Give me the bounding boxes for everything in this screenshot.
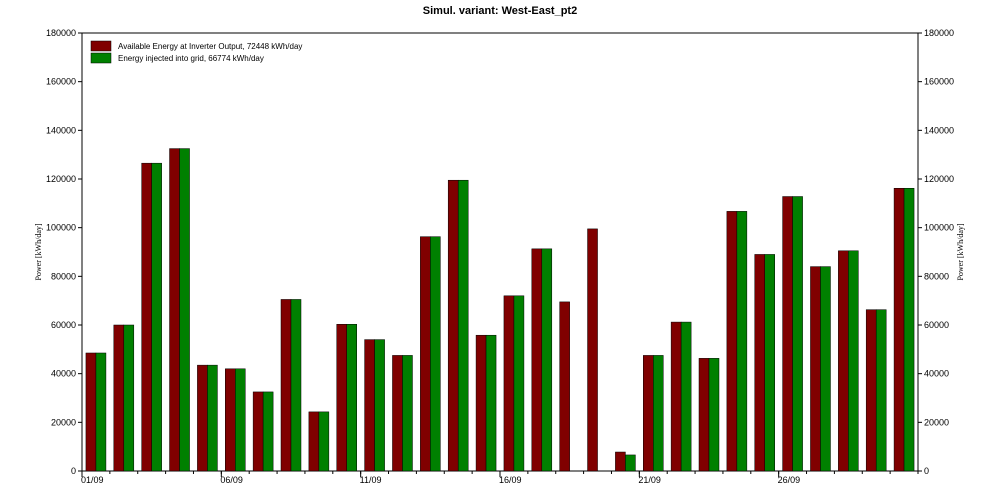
legend-swatch <box>90 52 112 64</box>
bar-energy-injected <box>374 339 385 472</box>
bar-available-energy <box>670 321 682 472</box>
y-tick-label-left: 0 <box>71 466 76 476</box>
bar-energy-injected <box>123 324 135 472</box>
bar-energy-injected <box>653 355 664 472</box>
bar-available-energy <box>475 334 487 472</box>
bar-available-energy <box>559 301 570 472</box>
x-axis: 01/09 06/09 11/09 16/09 21/09 26/09 <box>81 471 919 485</box>
bar-energy-injected <box>318 411 330 472</box>
bar-available-energy <box>308 411 320 472</box>
x-tick-label: 21/09 <box>638 475 661 485</box>
bar-energy-injected <box>290 299 302 472</box>
bar-energy-injected <box>792 196 803 472</box>
bar-available-energy <box>252 391 264 472</box>
y-tick-label-right: 120000 <box>924 174 954 184</box>
bar-energy-injected <box>680 321 692 472</box>
bar-available-energy <box>865 309 877 472</box>
y-axis-title-left: Power [kWh/day] <box>34 223 43 280</box>
y-tick-label-right: 0 <box>924 466 929 476</box>
bar-energy-injected <box>402 355 413 472</box>
y-tick-label-left: 180000 <box>46 28 76 38</box>
x-tick-label: 11/09 <box>360 475 382 485</box>
bar-available-energy <box>838 250 849 472</box>
x-tick-label: 06/09 <box>220 475 243 485</box>
bar-available-energy <box>141 162 152 472</box>
bar-energy-injected <box>820 266 831 472</box>
bar-available-energy <box>643 355 654 472</box>
bar-available-energy <box>280 299 292 472</box>
bar-energy-injected <box>875 309 887 472</box>
bar-available-energy <box>698 358 710 472</box>
bar-available-energy <box>893 187 905 472</box>
x-tick-label: 01/09 <box>81 475 104 485</box>
y-tick-label-left: 140000 <box>46 125 76 135</box>
y-tick-label-left: 20000 <box>51 417 76 427</box>
bar-available-energy <box>364 339 375 472</box>
y-axis-right: 0 20000 40000 60000 80000 100000 120000 140000 1… <box>918 28 954 476</box>
bar-available-energy <box>531 248 543 472</box>
y-axis-title-right: Power [kWh/day] <box>956 223 965 280</box>
y-tick-label-right: 160000 <box>924 77 954 87</box>
bar-energy-injected <box>262 391 274 472</box>
bar-available-energy <box>503 295 515 472</box>
y-tick-label-left: 160000 <box>46 77 76 87</box>
legend: Available Energy at Inverter Output, 724… <box>90 40 302 64</box>
bar-available-energy <box>392 355 403 472</box>
y-tick-label-left: 100000 <box>46 223 76 233</box>
y-tick-label-left: 80000 <box>51 271 76 281</box>
bar-available-energy <box>782 196 793 472</box>
x-tick-label: 26/09 <box>778 475 801 485</box>
legend-swatch <box>90 40 112 52</box>
bar-energy-injected <box>736 211 748 472</box>
bars <box>85 148 915 472</box>
bar-available-energy <box>336 324 347 472</box>
y-tick-label-left: 120000 <box>46 174 76 184</box>
y-tick-label-left: 40000 <box>51 369 76 379</box>
y-tick-label-right: 40000 <box>924 369 949 379</box>
y-tick-label-right: 20000 <box>924 417 949 427</box>
bar-energy-injected <box>903 187 915 472</box>
bar-available-energy <box>754 254 765 472</box>
chart-title: Simul. variant: West-East_pt2 <box>423 5 577 17</box>
legend-entry-label: Energy injected into grid, 66774 kWh/day <box>118 54 264 63</box>
bar-energy-injected <box>235 368 246 472</box>
bar-energy-injected <box>485 334 497 472</box>
bar-energy-injected <box>457 179 469 472</box>
bar-available-energy <box>447 179 459 472</box>
bar-available-energy <box>85 352 97 472</box>
legend-entry-label: Available Energy at Inverter Output, 724… <box>118 42 302 51</box>
bar-energy-injected <box>708 358 720 472</box>
bar-available-energy <box>113 324 125 472</box>
bar-energy-injected <box>95 352 107 472</box>
y-tick-label-right: 140000 <box>924 125 954 135</box>
bar-available-energy <box>197 364 208 472</box>
bar-available-energy <box>169 148 180 472</box>
bar-available-energy <box>726 211 738 472</box>
bar-energy-injected <box>346 324 357 472</box>
x-tick-label: 16/09 <box>499 475 522 485</box>
bar-energy-injected <box>625 454 636 472</box>
y-tick-label-right: 100000 <box>924 223 954 233</box>
y-tick-label-right: 80000 <box>924 271 949 281</box>
y-tick-label-left: 60000 <box>51 320 76 330</box>
y-tick-label-right: 180000 <box>924 28 954 38</box>
bar-available-energy <box>810 266 821 472</box>
bar-energy-injected <box>207 364 218 472</box>
bar-energy-injected <box>513 295 525 472</box>
bar-energy-injected <box>541 248 553 472</box>
bar-energy-injected <box>151 162 162 472</box>
bar-energy-injected <box>764 254 775 472</box>
bar-available-energy <box>225 368 236 472</box>
y-axis-left: 0 20000 40000 60000 80000 100000 120000 140000 1… <box>46 28 82 476</box>
y-tick-label-right: 60000 <box>924 320 949 330</box>
bar-available-energy <box>615 451 626 472</box>
bar-available-energy <box>587 228 598 472</box>
bar-energy-injected <box>179 148 190 472</box>
bar-available-energy <box>420 236 431 472</box>
bar-energy-injected <box>848 250 859 472</box>
bar-energy-injected <box>430 236 441 472</box>
